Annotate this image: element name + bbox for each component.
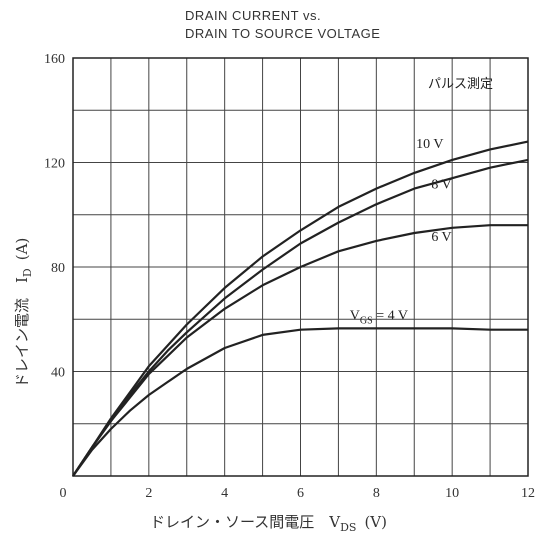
x-tick-label: 10 [445,486,459,501]
y-axis-label-sub: D [21,268,34,277]
x-tick-labels: 0 2 4 6 8 10 12 [60,486,536,501]
chart-title: DRAIN CURRENT vs. DRAIN TO SOURCE VOLTAG… [185,8,380,41]
x-tick-label: 4 [221,486,228,501]
y-tick-label: 160 [44,52,65,67]
y-axis-label-text: ドレイン電流 I [13,277,31,388]
x-tick-label: 6 [297,486,304,501]
series-line [72,140,529,477]
chart-title-line-1: DRAIN CURRENT vs. [185,8,321,23]
curves [72,140,529,477]
series-label: 6 V [431,230,451,245]
pulse-measurement-note: パルス測定 [428,77,493,92]
y-tick-label: 40 [51,366,65,381]
y-tick-label: 80 [51,261,65,276]
x-axis-label-text: ドレイン・ソース間電圧 V [150,513,341,531]
y-tick-labels: 40 80 120 160 [44,52,65,381]
chart-title-line-2: DRAIN TO SOURCE VOLTAGE [185,26,380,41]
x-tick-label: 2 [145,486,152,501]
grid [73,58,528,476]
plot-frame [72,57,529,477]
x-axis-label-unit: (V) [364,513,387,531]
x-tick-label: 0 [60,486,67,501]
x-tick-label: 8 [373,486,380,501]
series-line [72,224,528,477]
series-line [72,327,528,477]
x-axis-label: ドレイン・ソース間電圧 VDS (V) [150,513,387,534]
y-axis-label: ドレイン電流 ID (A) [13,238,34,388]
series-label: VGS = 4 V [350,308,408,326]
x-axis-label-sub: DS [340,521,356,534]
x-tick-label: 12 [521,486,535,501]
y-tick-label: 120 [44,157,65,172]
curve-labels: 10 V 8 V 6 V VGS = 4 V [350,137,452,326]
series-label: 10 V [416,137,443,152]
y-axis-label-unit: (A) [13,238,31,261]
series-label: 8 V [431,178,451,193]
